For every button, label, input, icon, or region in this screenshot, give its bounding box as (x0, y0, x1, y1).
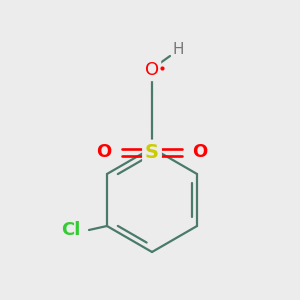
Text: O: O (145, 61, 159, 79)
Text: O: O (192, 143, 208, 161)
Text: S: S (145, 142, 159, 161)
Text: O: O (96, 143, 112, 161)
Text: H: H (172, 43, 184, 58)
Text: Cl: Cl (61, 221, 81, 239)
